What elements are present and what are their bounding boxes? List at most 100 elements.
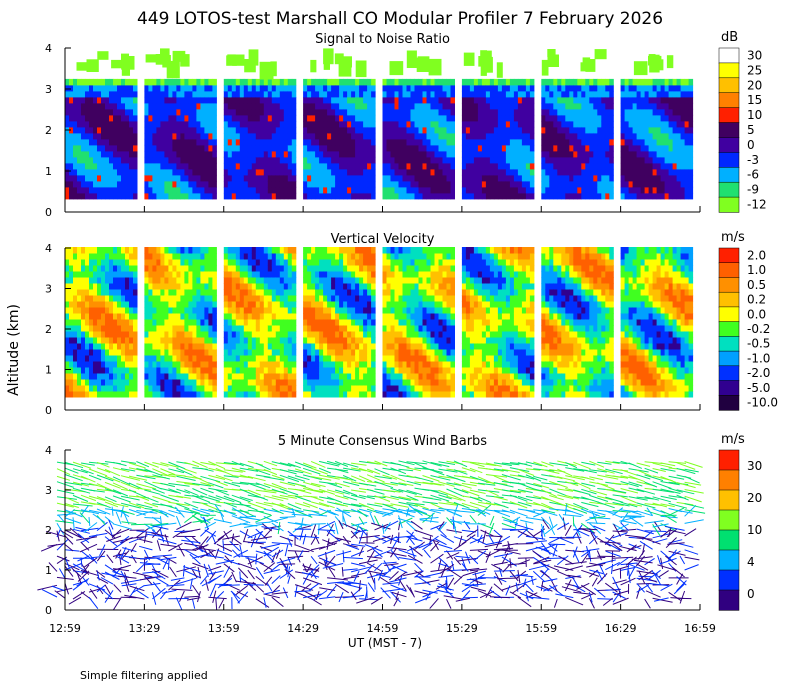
- heat-cell: [386, 192, 391, 200]
- heat-cell: [410, 156, 415, 164]
- heat-cell: [231, 337, 237, 344]
- heat-cell: [343, 144, 348, 152]
- heat-cell: [597, 150, 602, 158]
- heat-cell: [164, 331, 169, 338]
- heat-cell: [585, 192, 590, 200]
- heat-cell: [121, 271, 126, 278]
- heat-cell: [394, 343, 399, 350]
- heat-cell: [291, 114, 297, 122]
- heat-cell: [77, 307, 82, 314]
- heat-cell: [323, 192, 328, 200]
- heat-cell: [235, 150, 241, 158]
- heat-cell: [247, 367, 253, 374]
- heat-cell: [279, 162, 285, 170]
- heat-cell: [243, 108, 249, 116]
- heat-cell: [398, 385, 403, 392]
- heat-cell: [339, 84, 344, 92]
- heat-cell: [382, 331, 387, 338]
- heat-cell: [255, 78, 261, 86]
- heat-cell: [81, 120, 86, 128]
- heat-cell: [331, 295, 336, 302]
- heat-cell: [323, 283, 328, 290]
- heat-cell: [382, 186, 387, 194]
- heat-cell: [164, 162, 169, 170]
- heat-cell: [577, 144, 582, 152]
- heat-cell: [109, 144, 114, 152]
- heat-cell: [351, 265, 356, 272]
- heat-cell: [410, 168, 415, 176]
- heat-cell: [593, 78, 598, 86]
- heat-cell: [235, 343, 241, 350]
- heat-cell: [172, 162, 177, 170]
- heat-cell: [239, 313, 245, 320]
- heat-cell: [450, 168, 455, 176]
- heat-cell: [65, 144, 70, 152]
- heat-cell: [303, 355, 308, 362]
- heat-cell: [121, 289, 126, 296]
- heat-cell: [668, 186, 674, 194]
- heat-cell: [307, 126, 312, 134]
- heat-cell: [525, 144, 531, 152]
- heat-cell: [672, 192, 678, 200]
- heat-cell: [465, 162, 471, 170]
- heat-cell: [89, 337, 94, 344]
- heat-cell: [339, 96, 344, 104]
- heat-cell: [176, 180, 181, 188]
- heat-cell: [463, 52, 475, 66]
- heat-cell: [247, 319, 253, 326]
- heat-cell: [371, 319, 376, 326]
- heat-cell: [573, 144, 578, 152]
- heat-cell: [589, 120, 594, 128]
- heat-cell: [605, 120, 610, 128]
- heat-cell: [656, 156, 662, 164]
- heat-cell: [426, 192, 431, 200]
- heat-cell: [200, 180, 205, 188]
- heat-cell: [359, 361, 364, 368]
- heat-cell: [65, 138, 70, 146]
- heat-cell: [101, 102, 106, 110]
- heat-cell: [231, 307, 237, 314]
- heat-cell: [227, 319, 233, 326]
- heat-cell: [223, 307, 229, 314]
- heat-cell: [164, 313, 169, 320]
- heat-cell: [394, 385, 399, 392]
- heat-cell: [644, 174, 650, 182]
- heat-cell: [77, 349, 82, 356]
- heat-cell: [505, 156, 511, 164]
- heat-cell: [97, 373, 102, 380]
- heat-cell: [133, 385, 138, 392]
- heat-cell: [644, 102, 650, 110]
- heat-cell: [231, 192, 237, 200]
- heat-cell: [581, 126, 586, 134]
- heat-cell: [367, 186, 372, 194]
- heat-cell: [263, 277, 269, 284]
- heat-cell: [144, 289, 149, 296]
- heat-cell: [73, 343, 78, 350]
- heat-cell: [223, 361, 229, 368]
- heat-cell: [164, 120, 169, 128]
- heat-cell: [148, 259, 153, 266]
- heat-cell: [684, 138, 690, 146]
- heat-cell: [406, 247, 411, 254]
- heat-cell: [426, 162, 431, 170]
- heat-cell: [235, 271, 241, 278]
- heat-cell: [133, 186, 138, 194]
- heat-cell: [121, 259, 126, 266]
- heat-cell: [593, 174, 598, 182]
- heat-cell: [133, 367, 138, 374]
- heat-cell: [89, 156, 94, 164]
- heat-cell: [117, 150, 122, 158]
- heat-cell: [168, 96, 173, 104]
- heat-cell: [77, 247, 82, 254]
- heat-cell: [271, 265, 277, 272]
- heat-cell: [406, 78, 411, 86]
- heat-cell: [390, 307, 395, 314]
- heat-cell: [212, 144, 217, 152]
- heat-cell: [180, 132, 185, 140]
- heat-cell: [148, 186, 153, 194]
- heat-cell: [243, 265, 249, 272]
- heat-cell: [148, 168, 153, 176]
- heat-cell: [461, 120, 467, 128]
- heat-cell: [125, 168, 130, 176]
- heat-cell: [398, 150, 403, 158]
